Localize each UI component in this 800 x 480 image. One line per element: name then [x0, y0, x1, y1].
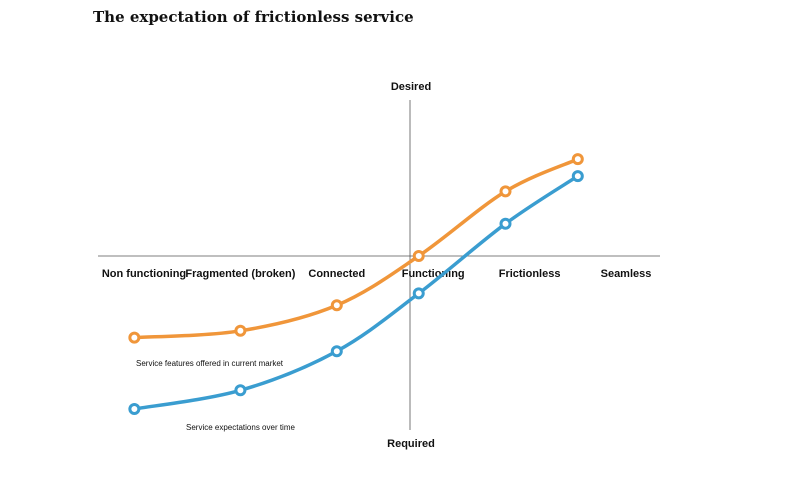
- category-label: Connected: [308, 268, 365, 280]
- series-layer: [128, 153, 584, 415]
- category-label: Fragmented (broken): [185, 268, 295, 280]
- category-label: Frictionless: [499, 268, 561, 280]
- category-label: Functioning: [402, 268, 465, 280]
- data-point: [571, 170, 584, 183]
- data-point: [412, 287, 425, 300]
- y-axis-top-label: Desired: [391, 81, 431, 93]
- category-labels: Non functioning Fragmented (broken) Connec…: [102, 268, 652, 280]
- series-label-expectations: Service expectations over time: [186, 423, 295, 432]
- series-line-0: [132, 157, 580, 340]
- data-point: [499, 217, 512, 230]
- series-line-1: [132, 174, 580, 411]
- data-point: [412, 250, 425, 262]
- category-label: Non functioning: [102, 268, 186, 280]
- chart-title: The expectation of frictionless service: [93, 8, 414, 26]
- data-point: [330, 299, 343, 312]
- data-point: [499, 185, 512, 198]
- data-point: [234, 384, 247, 397]
- data-point: [128, 331, 141, 344]
- series-label-market: Service features offered in current mark…: [136, 359, 284, 368]
- data-point: [128, 403, 141, 415]
- data-point: [234, 324, 247, 337]
- category-label: Seamless: [601, 268, 652, 280]
- data-point: [571, 153, 584, 166]
- data-point: [330, 345, 343, 358]
- y-axis-bottom-label: Required: [387, 438, 435, 450]
